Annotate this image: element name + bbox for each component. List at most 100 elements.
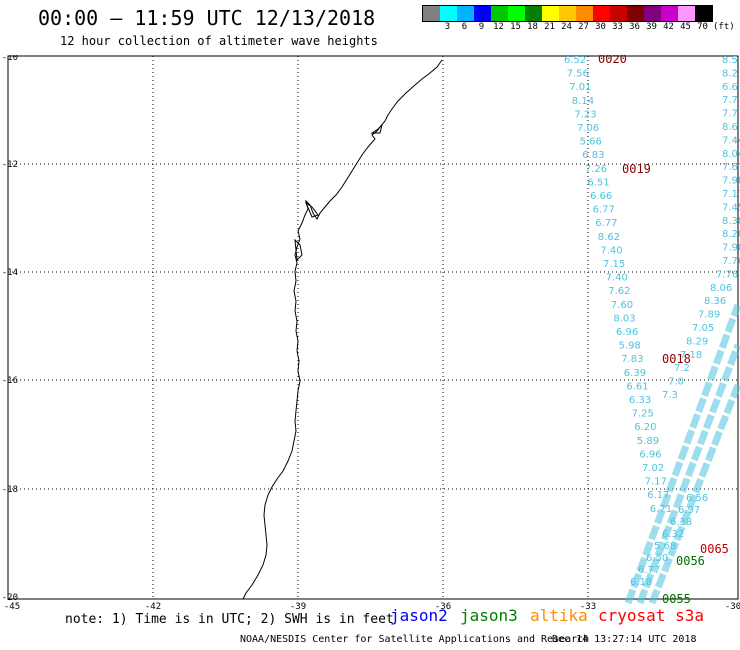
track-time-label: 0018 [662,352,691,366]
legend-swatch [661,6,678,21]
color-legend [422,5,713,22]
swh-value: 6.97 [678,505,700,516]
swh-value: 6.52 [564,55,586,66]
legend-swatch [695,6,712,21]
legend-swatch [423,6,440,21]
altimeter-swath [636,343,740,605]
swh-value: 8.03 [613,313,635,324]
legend-swatch [440,6,457,21]
map-frame [7,55,739,600]
legend-label: 9 [478,22,485,32]
legend-swatch [542,6,559,21]
swh-value: 8.14 [572,96,594,107]
swh-value: 7.05 [692,323,714,334]
lon-label: -30 [725,602,740,610]
swh-value: 7.7 [722,95,738,106]
legend-unit: (ft) [713,22,735,32]
swh-value: 7.40 [600,245,622,256]
legend-label: 15 [510,22,521,32]
swh-value: 6.6 [722,82,738,93]
lat-label: -12 [2,160,18,170]
legend-swatch [491,6,508,21]
legend-swatch [559,6,576,21]
footer-note: note: 1) Time is in UTC; 2) SWH is in fe… [65,612,394,627]
legend-label: 30 [595,22,606,32]
legend-swatch [644,6,661,21]
swh-value: 7.25 [632,409,654,420]
swh-value: 7.60 [611,300,633,311]
legend-label: 12 [493,22,504,32]
lon-label: -45 [4,602,20,610]
swh-value: 8.06 [710,283,732,294]
lat-label: -10 [2,55,18,63]
legend-label: 45 [680,22,691,32]
lon-label: -39 [290,602,306,610]
swh-value: 8.62 [598,232,620,243]
swh-value: 5.66 [580,137,602,148]
lon-label: -36 [435,602,451,610]
swh-value: 6.32 [662,529,684,540]
swh-value: 7.17 [645,477,667,488]
swh-value: 7.76 [716,269,738,280]
swh-value: 8.5 [722,55,738,66]
color-legend-labels: 3 6 9 12 15 18 21 24 27 30 33 36 39 42 45 70 (ft) [422,22,740,34]
lon-label: -33 [580,602,596,610]
swh-value: 7.98 [722,176,740,187]
island [370,123,383,134]
swh-value: 8.04 [722,149,740,160]
swh-value: 7.26 [585,164,607,175]
altimeter-swath [648,383,740,605]
swh-value: 7.44 [722,135,740,146]
swh-value: 7.83 [621,354,643,365]
swh-value: 7.56 [567,69,589,80]
legend-label: 3 [444,22,451,32]
lat-label: -20 [2,593,18,603]
swh-value: 7.18 [680,350,702,361]
mission-jason2: jason2 [390,606,448,625]
swh-value: 8.29 [686,336,708,347]
swh-value: 6.18 [630,577,652,588]
track-time-label: 0056 [676,554,705,568]
swh-value: 8.38 [722,216,740,227]
swh-value: 7.76 [722,256,740,267]
legend-label: 21 [544,22,555,32]
lat-label: -14 [2,268,18,278]
swh-value: 8.6 [722,122,738,133]
swh-value: 6.39 [624,368,646,379]
legend-label: 33 [612,22,623,32]
swh-value: 6.71 [650,504,672,515]
legend-label: 18 [527,22,538,32]
swh-value: 6.61 [626,381,648,392]
swh-value: 7.02 [642,463,664,474]
legend-swatch [525,6,542,21]
generation-timestamp: Dec 14 13:27:14 UTC 2018 [552,634,697,645]
swh-value: 6.83 [582,150,604,161]
mission-altika: altika [530,606,588,625]
legend-swatch [457,6,474,21]
swh-value: 7.17 [722,189,740,200]
lat-label: -18 [2,485,18,495]
legend-swatch [610,6,627,21]
swh-value: 7.7 [722,109,738,120]
altimeter-swath [624,303,740,605]
swh-value: 8.36 [704,296,726,307]
legend-swatch [508,6,525,21]
wave-height-map: -10 -12 -14 -16 -18 -20-45 -42 -39 -36 -33 -30 0020… [2,55,740,610]
mission-jason3: jason3 [460,606,518,625]
credit-line: NOAA/NESDIS Center for Satellite Applica… [240,634,590,645]
legend-label: 70 [697,22,708,32]
coastline [242,59,443,600]
legend-label: 27 [578,22,589,32]
swh-value: 7.45 [722,202,740,213]
legend-swatch [576,6,593,21]
legend-label: 42 [663,22,674,32]
swh-value: 6.96 [616,327,638,338]
track-time-label: 0019 [622,162,651,176]
swh-value: 6.56 [686,493,708,504]
swh-value: 7.15 [603,259,625,270]
island [304,201,319,218]
map-title: 00:00 — 11:59 UTC 12/13/2018 [38,6,376,30]
legend-swatch [474,6,491,21]
swh-value: 6.77 [595,218,617,229]
legend-swatch [678,6,695,21]
